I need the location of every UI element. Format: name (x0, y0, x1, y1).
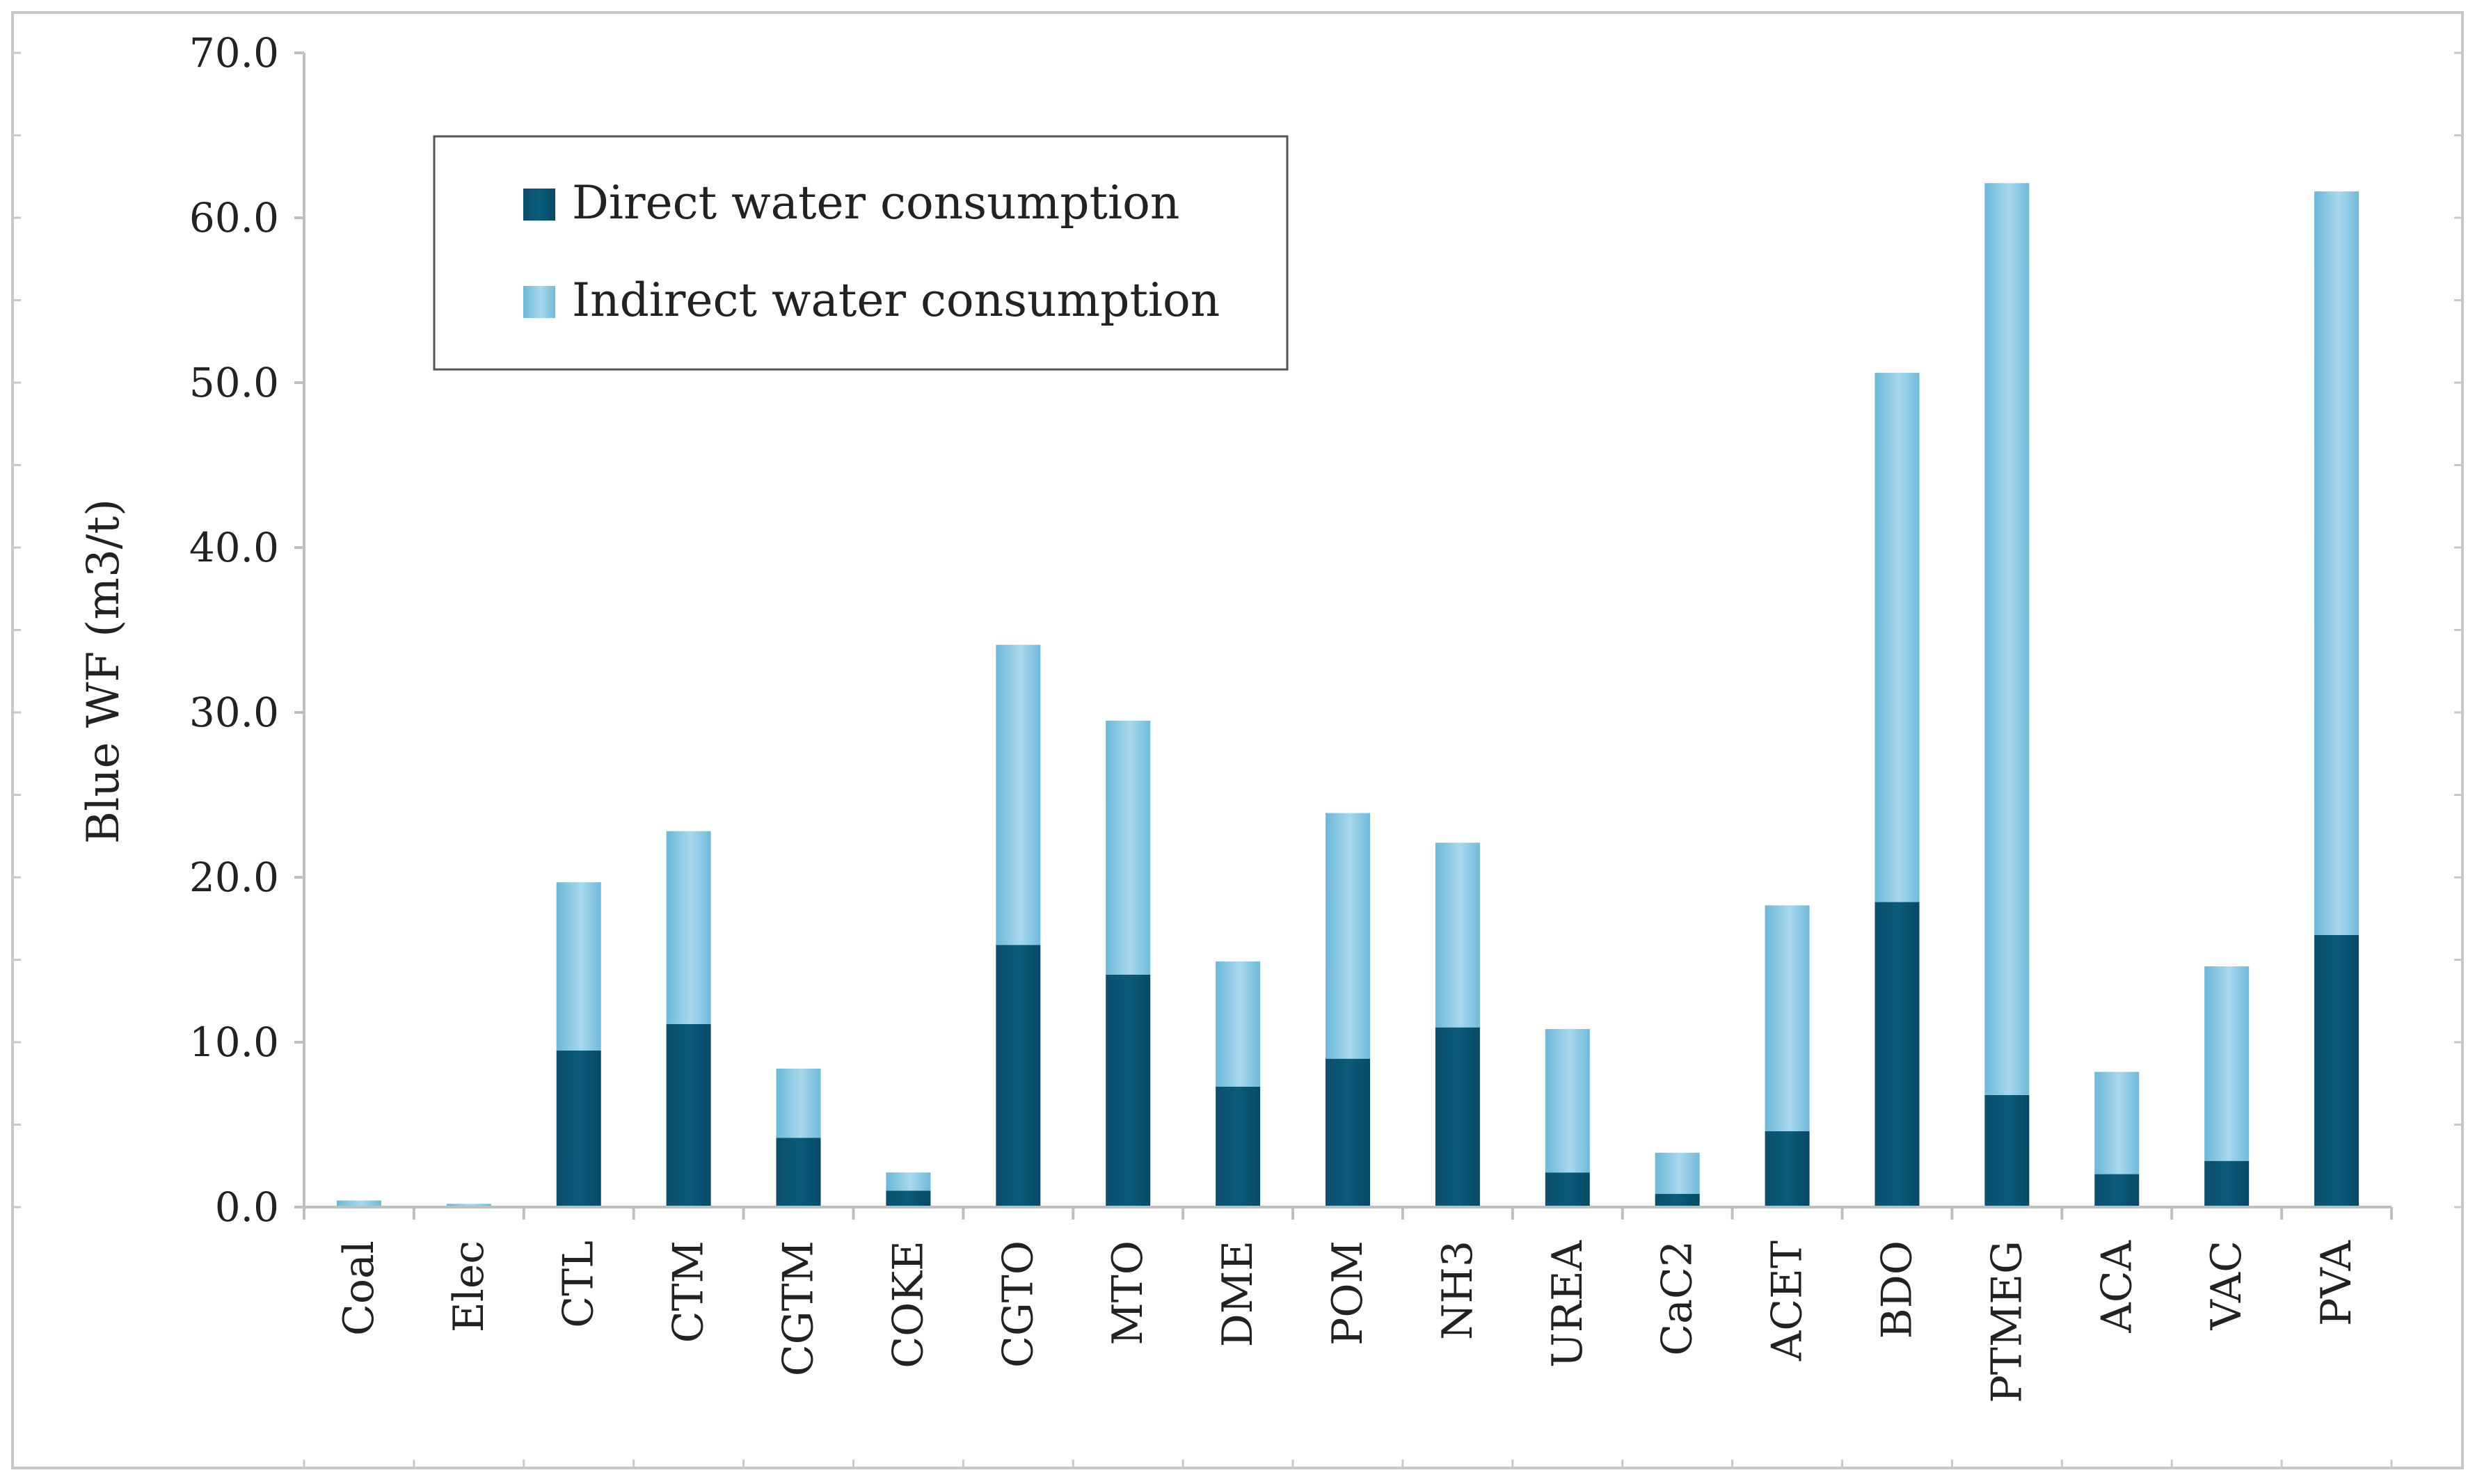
bar-indirect-cgtm (776, 1068, 821, 1138)
bar-indirect-acet (1765, 905, 1810, 1131)
bar-indirect-mto (1106, 720, 1151, 975)
y-tick-label: 20.0 (189, 854, 279, 901)
bar-direct-urea (1545, 1172, 1590, 1207)
x-tick-label: POM (1323, 1240, 1372, 1346)
x-tick-label: ACET (1763, 1240, 1812, 1362)
x-tick-label: MTO (1104, 1240, 1152, 1346)
bar-indirect-bdo (1875, 372, 1920, 902)
bar-direct-ptmeg (1984, 1094, 2030, 1207)
x-tick-label: UREA (1543, 1240, 1592, 1368)
bar-direct-pva (2314, 934, 2359, 1207)
bar-direct-coke (886, 1190, 931, 1207)
bar-indirect-elec (446, 1204, 491, 1207)
bars-group (336, 183, 2359, 1207)
x-axis: Coal Elec CTL CTM CGTM COKE CGTO MTO DME POM NH3 UR… (303, 1207, 2393, 1403)
frame-tick-marks (13, 51, 2462, 1468)
y-axis-title: Blue WF (m3/t) (78, 499, 129, 844)
y-tick-label: 0.0 (215, 1183, 279, 1231)
bar-direct-acet (1765, 1131, 1810, 1207)
legend-box (433, 135, 1289, 371)
bar-indirect-vac (2204, 966, 2250, 1161)
x-tick-label: BDO (1872, 1240, 1921, 1339)
x-tick-label: CaC2 (1653, 1240, 1702, 1356)
legend-swatch-direct (523, 189, 555, 221)
bar-direct-cgtm (776, 1138, 821, 1207)
bar-indirect-aca (2094, 1071, 2140, 1174)
bar-direct-bdo (1875, 902, 1920, 1207)
bar-indirect-nh3 (1435, 843, 1480, 1028)
bar-indirect-coke (886, 1172, 931, 1191)
x-tick-label: CGTM (774, 1240, 823, 1376)
x-tick-label: PVA (2312, 1240, 2361, 1326)
legend-label-indirect: Indirect water consumption (572, 273, 1220, 327)
x-tick-label: COKE (884, 1240, 932, 1369)
bar-indirect-pom (1326, 813, 1370, 1059)
bar-indirect-pva (2314, 191, 2359, 935)
bar-direct-cac2 (1655, 1194, 1700, 1207)
y-tick-label: 60.0 (189, 194, 279, 241)
bar-direct-nh3 (1435, 1027, 1480, 1207)
x-tick-label: CTM (664, 1240, 713, 1343)
bar-indirect-ctm (666, 831, 711, 1024)
x-tick-label: NH3 (1433, 1240, 1482, 1340)
bar-indirect-ptmeg (1984, 183, 2030, 1095)
bar-direct-vac (2204, 1160, 2250, 1207)
x-tick-label: PTMEG (1982, 1240, 2031, 1403)
bar-indirect-cac2 (1655, 1152, 1700, 1195)
y-tick-label: 70.0 (189, 29, 279, 77)
bar-indirect-dme (1216, 961, 1261, 1087)
bar-indirect-cgto (996, 644, 1041, 946)
legend-label-direct: Direct water consumption (572, 176, 1179, 230)
x-tick-label: ACA (2092, 1240, 2141, 1333)
x-tick-label: DME (1213, 1240, 1262, 1347)
bar-indirect-coal (336, 1200, 381, 1207)
bar-direct-pom (1326, 1058, 1370, 1207)
x-tick-label: Elec (445, 1240, 493, 1332)
bar-indirect-urea (1545, 1029, 1590, 1173)
y-tick-label: 50.0 (189, 359, 279, 406)
y-tick-label: 30.0 (189, 689, 279, 736)
bar-indirect-ctl (556, 882, 601, 1051)
y-tick-label: 10.0 (189, 1019, 279, 1066)
bar-direct-cgto (996, 945, 1041, 1207)
bar-direct-aca (2094, 1174, 2140, 1207)
y-tick-label: 40.0 (189, 524, 279, 571)
bar-direct-ctl (556, 1050, 601, 1207)
bar-direct-ctm (666, 1023, 711, 1207)
x-tick-label: Coal (335, 1240, 383, 1336)
y-axis: 0.0 10.0 20.0 30.0 40.0 50.0 60.0 70.0 (189, 29, 304, 1231)
legend: Direct water consumption Indirect water … (433, 135, 1289, 371)
x-tick-label: VAC (2202, 1240, 2251, 1331)
bar-direct-mto (1106, 974, 1151, 1207)
bar-direct-dme (1216, 1086, 1261, 1207)
x-tick-label: CTL (555, 1240, 603, 1328)
x-tick-label: CGTO (994, 1240, 1042, 1368)
legend-swatch-indirect (523, 286, 555, 318)
